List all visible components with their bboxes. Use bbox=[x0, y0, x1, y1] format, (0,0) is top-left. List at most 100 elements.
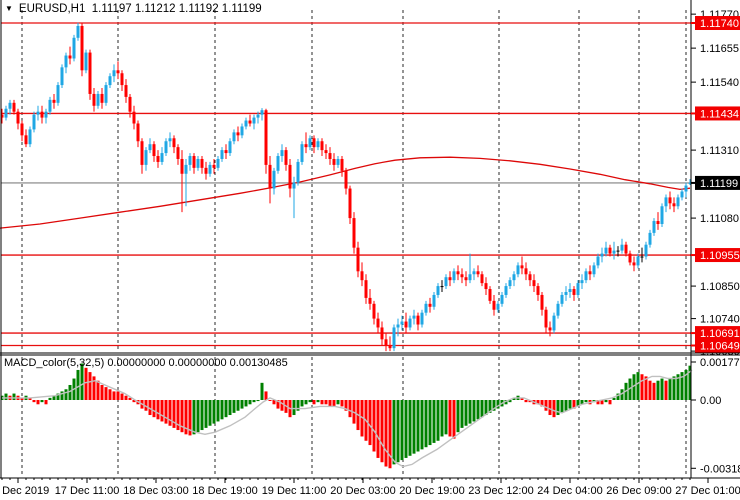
macd-bar bbox=[28, 397, 32, 400]
candle-body bbox=[232, 132, 236, 142]
macd-bar bbox=[344, 400, 348, 411]
candle-body bbox=[104, 85, 108, 103]
candle-body bbox=[192, 156, 196, 168]
macd-bar bbox=[368, 400, 372, 446]
candle-body bbox=[640, 256, 644, 258]
candle-body bbox=[152, 144, 156, 157]
macd-bar bbox=[256, 400, 260, 402]
macd-bar bbox=[88, 372, 92, 400]
time-tick-label: 26 Dec 09:00 bbox=[606, 485, 671, 497]
macd-bar bbox=[540, 400, 544, 407]
macd-bar bbox=[116, 391, 120, 400]
macd-bar bbox=[144, 400, 148, 411]
macd-bar bbox=[244, 400, 248, 407]
price-flag bbox=[695, 175, 740, 190]
macd-tick-label: -0.0031825 bbox=[700, 463, 740, 475]
candle-body bbox=[552, 315, 556, 331]
candle-body bbox=[388, 345, 392, 349]
macd-bar bbox=[372, 400, 376, 452]
macd-bar bbox=[400, 400, 404, 461]
macd-bar bbox=[636, 372, 640, 400]
macd-bar bbox=[76, 369, 80, 400]
candle-body bbox=[196, 158, 200, 168]
macd-bar bbox=[164, 400, 168, 424]
candle-body bbox=[332, 158, 336, 165]
macd-bar bbox=[304, 400, 308, 405]
price-tick-label: 1.11310 bbox=[700, 145, 739, 157]
macd-bar bbox=[456, 400, 460, 433]
candle-body bbox=[684, 185, 688, 192]
macd-bar bbox=[688, 365, 692, 400]
candle-body bbox=[24, 135, 28, 145]
macd-bar bbox=[544, 400, 548, 411]
macd-bar bbox=[220, 400, 224, 420]
macd-bar bbox=[580, 400, 584, 405]
macd-bar bbox=[20, 397, 24, 400]
price-flag bbox=[695, 106, 740, 121]
candle-body bbox=[68, 55, 72, 59]
macd-bar bbox=[196, 400, 200, 433]
candle-body bbox=[560, 294, 564, 304]
candle-body bbox=[40, 111, 44, 118]
macd-bar bbox=[672, 376, 676, 400]
macd-bar bbox=[172, 400, 176, 428]
macd-bar bbox=[340, 400, 344, 407]
candle-body bbox=[0, 114, 4, 118]
candle-body bbox=[244, 120, 248, 127]
macd-bar bbox=[668, 378, 672, 400]
candle-body bbox=[492, 300, 496, 310]
candle-body bbox=[336, 158, 340, 165]
macd-bar bbox=[120, 393, 124, 400]
macd-bar bbox=[396, 400, 400, 463]
candle-body bbox=[592, 265, 596, 275]
macd-bar bbox=[264, 391, 268, 400]
candle-body bbox=[424, 303, 428, 313]
candle-body bbox=[536, 286, 540, 295]
candle-body bbox=[92, 93, 96, 106]
candle-body bbox=[380, 327, 384, 340]
macd-bar bbox=[676, 374, 680, 400]
macd-bar bbox=[420, 400, 424, 450]
macd-bar bbox=[576, 400, 580, 407]
macd-bar bbox=[464, 400, 468, 426]
candle-body bbox=[376, 318, 380, 328]
candle-body bbox=[468, 274, 472, 281]
macd-bar bbox=[604, 400, 608, 403]
price-flag bbox=[695, 338, 740, 353]
candle-body bbox=[404, 321, 408, 328]
macd-bar bbox=[96, 380, 100, 400]
candle-body bbox=[208, 164, 212, 174]
candle-body bbox=[48, 99, 52, 112]
candle-body bbox=[656, 221, 660, 225]
macd-bar bbox=[204, 400, 208, 428]
macd-bar bbox=[644, 376, 648, 400]
candle-body bbox=[128, 96, 132, 112]
candle-body bbox=[416, 315, 420, 325]
candle-body bbox=[596, 256, 600, 266]
candle-body bbox=[636, 256, 640, 266]
candles-layer bbox=[0, 22, 692, 352]
candle-body bbox=[500, 294, 504, 304]
candle-body bbox=[532, 280, 536, 287]
candle-body bbox=[72, 37, 76, 59]
candle-body bbox=[124, 85, 128, 97]
symbol-ohlc-label: EURUSD,H1 1.11197 1.11212 1.11192 1.1119… bbox=[18, 3, 262, 15]
candle-body bbox=[60, 67, 64, 86]
macd-bar bbox=[384, 400, 388, 467]
macd-tick-label: 0.00 bbox=[700, 395, 721, 407]
macd-bar bbox=[512, 397, 516, 400]
candle-body bbox=[452, 271, 456, 281]
candle-body bbox=[228, 141, 232, 154]
macd-bar bbox=[296, 400, 300, 411]
candle-body bbox=[252, 117, 256, 124]
macd-bar bbox=[316, 400, 320, 403]
chevron-down-icon[interactable]: ▼ bbox=[5, 4, 13, 13]
macd-bar bbox=[228, 400, 232, 416]
candle-body bbox=[568, 289, 572, 292]
candle-body bbox=[548, 327, 552, 331]
candle-body bbox=[608, 247, 612, 254]
candle-body bbox=[276, 156, 280, 171]
